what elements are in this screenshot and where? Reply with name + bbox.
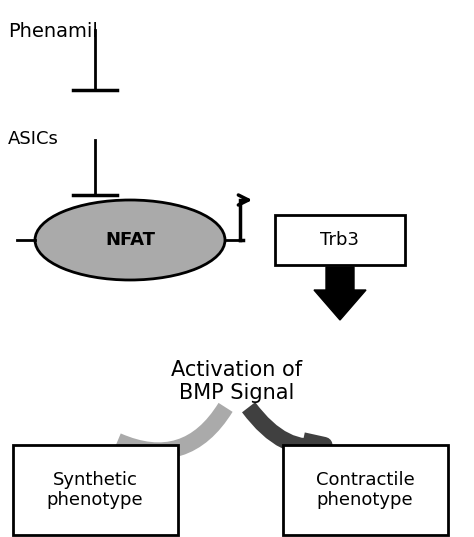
- Text: Contractile
phenotype: Contractile phenotype: [316, 470, 414, 510]
- Text: Phenamil: Phenamil: [8, 22, 98, 41]
- Text: Synthetic
phenotype: Synthetic phenotype: [46, 470, 143, 510]
- FancyBboxPatch shape: [283, 445, 448, 535]
- Text: NFAT: NFAT: [105, 231, 155, 249]
- Polygon shape: [314, 267, 366, 320]
- Ellipse shape: [35, 200, 225, 280]
- FancyArrowPatch shape: [249, 407, 324, 460]
- Text: Activation of
BMP Signal: Activation of BMP Signal: [172, 360, 302, 403]
- Text: Trb3: Trb3: [320, 231, 359, 249]
- FancyBboxPatch shape: [275, 215, 405, 265]
- Text: ASICs: ASICs: [8, 130, 59, 148]
- FancyArrowPatch shape: [118, 408, 226, 451]
- FancyBboxPatch shape: [13, 445, 178, 535]
